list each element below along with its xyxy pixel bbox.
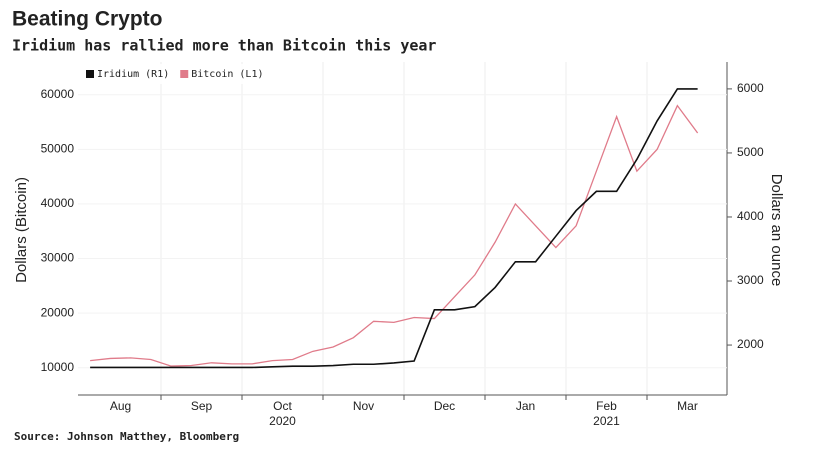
legend-label: Iridium (R1) — [97, 69, 169, 80]
legend-swatch — [86, 70, 94, 78]
legend-label: Bitcoin (L1) — [191, 69, 263, 80]
x-year-label: 2020 — [269, 414, 296, 428]
x-tick-label: Oct — [273, 399, 292, 413]
x-tick-label: Mar — [677, 399, 698, 413]
y2-tick-label: 2000 — [737, 337, 764, 351]
chart-subtitle: Iridium has rallied more than Bitcoin th… — [12, 37, 436, 55]
y-tick-label: 20000 — [41, 305, 75, 319]
x-tick-label: Aug — [110, 399, 131, 413]
x-tick-label: Dec — [434, 399, 455, 413]
x-tick-label: Jan — [516, 399, 535, 413]
chart-title: Beating Crypto — [12, 8, 163, 31]
x-tick-label: Feb — [596, 399, 617, 413]
legend-box — [80, 64, 256, 84]
y-tick-label: 60000 — [41, 87, 75, 101]
y2-tick-label: 4000 — [737, 209, 764, 223]
y2-tick-label: 6000 — [737, 81, 764, 95]
y2-tick-label: 3000 — [737, 273, 764, 287]
source: Source: Johnson Matthey, Bloomberg — [14, 430, 239, 443]
y-tick-label: 40000 — [41, 196, 75, 210]
x-tick-label: Sep — [191, 399, 213, 413]
y-axis-label: Dollars (Bitcoin) — [13, 177, 30, 283]
x-year-label: 2021 — [593, 414, 620, 428]
x-tick-label: Nov — [353, 399, 374, 413]
series-line — [90, 104, 699, 367]
legend-swatch — [180, 70, 189, 78]
y-tick-label: 50000 — [41, 142, 75, 156]
y2-axis-label: Dollars an ounce — [768, 174, 785, 287]
y2-tick-label: 5000 — [737, 145, 764, 159]
y-tick-label: 10000 — [41, 360, 75, 374]
series-line — [90, 88, 698, 369]
y-tick-label: 30000 — [41, 251, 75, 265]
